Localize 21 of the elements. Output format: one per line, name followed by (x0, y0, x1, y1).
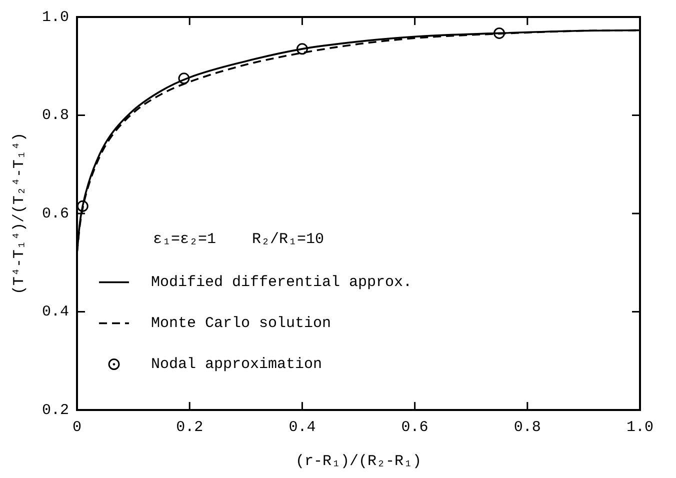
x-tick-label: 0.8 (514, 418, 541, 436)
x-axis-title: (r-R₁)/(R₂-R₁) (295, 452, 422, 470)
point (178, 72, 190, 84)
y-tick-label: 0.4 (42, 304, 70, 321)
x-tick-label: 0 (72, 418, 82, 436)
y-tick-label: 0.2 (42, 402, 70, 419)
x-tick-label: 1.0 (626, 418, 654, 436)
y-axis-title: (T⁴-T₁⁴)/(T₂⁴-T₁⁴) (10, 132, 28, 295)
x-tick-label: 0.2 (176, 418, 204, 436)
annotation: ε₁=ε₂=1 R₂/R₁=10 (153, 231, 324, 248)
y-tick-label: 0.6 (42, 205, 70, 222)
point (77, 200, 88, 212)
point (296, 43, 308, 55)
x-tick-label: 0.6 (401, 418, 428, 436)
y-tick-label: 1.0 (42, 8, 70, 26)
legend-label: Monte Carlo solution (151, 315, 332, 332)
x-tick-label: 0.4 (288, 418, 316, 436)
point (494, 27, 505, 39)
y-tick-label: 0.8 (42, 107, 70, 124)
legend-label: Modified differential approx. (151, 274, 412, 292)
legend-label: Nodal approximation (151, 356, 322, 374)
